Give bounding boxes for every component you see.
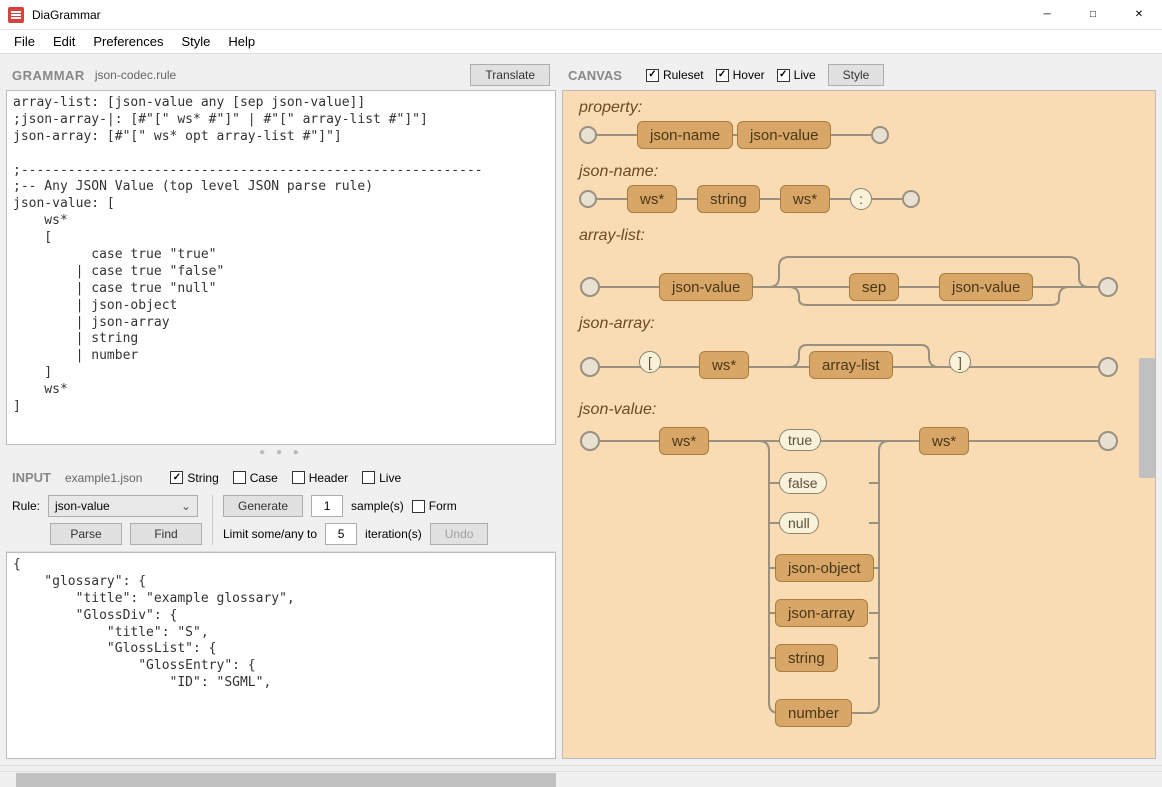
canvas-vscroll[interactable] (1139, 358, 1155, 478)
input-filename: example1.json (65, 471, 142, 485)
rule-array-list: array-list: json-value sep json-va (579, 227, 1139, 307)
rule-label: Rule: (12, 499, 40, 513)
string-checkbox[interactable]: String (170, 471, 218, 485)
canvas-area[interactable]: property: json-name json-value json-name… (562, 90, 1156, 759)
node-ws[interactable]: ws* (919, 427, 969, 455)
rule-property: property: json-name json-value (579, 99, 1139, 149)
maximize-button[interactable]: □ (1070, 0, 1116, 29)
terminal-null: null (779, 512, 819, 534)
menu-preferences[interactable]: Preferences (85, 32, 171, 51)
hover-checkbox[interactable]: Hover (716, 68, 765, 82)
start-endpoint (579, 126, 597, 144)
app-icon (8, 7, 24, 23)
samples-label: sample(s) (351, 499, 404, 513)
live-checkbox[interactable]: Live (362, 471, 401, 485)
node-sep[interactable]: sep (849, 273, 899, 301)
rule-json-value: json-value: (579, 401, 1139, 733)
menu-style[interactable]: Style (173, 32, 218, 51)
rule-json-array: json-array: [ ws* array-list ] (579, 315, 1139, 387)
terminal-true: true (779, 429, 821, 451)
input-label: INPUT (12, 470, 51, 485)
ruleset-checkbox[interactable]: Ruleset (646, 68, 704, 82)
generate-button[interactable]: Generate (223, 495, 303, 517)
header-checkbox[interactable]: Header (292, 471, 348, 485)
limit-input[interactable]: 5 (325, 523, 357, 545)
case-checkbox[interactable]: Case (233, 471, 278, 485)
node-string[interactable]: string (775, 644, 838, 672)
node-ws[interactable]: ws* (659, 427, 709, 455)
translate-button[interactable]: Translate (470, 64, 550, 86)
canvas-label: CANVAS (568, 68, 622, 83)
rule-json-name: json-name: ws* string ws* : (579, 163, 1139, 213)
node-json-array[interactable]: json-array (775, 599, 868, 627)
rule-select[interactable]: json-value (48, 495, 198, 517)
form-checkbox[interactable]: Form (412, 499, 457, 513)
undo-button[interactable]: Undo (430, 523, 489, 545)
style-button[interactable]: Style (828, 64, 885, 86)
node-number[interactable]: number (775, 699, 852, 727)
node-ws[interactable]: ws* (780, 185, 830, 213)
iter-label: iteration(s) (365, 527, 422, 541)
terminal-open: [ (639, 351, 661, 373)
terminal-close: ] (949, 351, 971, 373)
canvas-live-checkbox[interactable]: Live (777, 68, 816, 82)
grammar-filename: json-codec.rule (95, 68, 176, 82)
grammar-editor[interactable]: array-list: [json-value any [sep json-va… (6, 90, 556, 445)
node-array-list[interactable]: array-list (809, 351, 893, 379)
node-json-value[interactable]: json-value (737, 121, 831, 149)
window-title: DiaGrammar (32, 8, 1024, 22)
grammar-label: GRAMMAR (12, 68, 85, 83)
node-json-name[interactable]: json-name (637, 121, 733, 149)
menubar: File Edit Preferences Style Help (0, 30, 1162, 54)
titlebar: DiaGrammar ─ □ ✕ (0, 0, 1162, 30)
samples-input[interactable]: 1 (311, 495, 343, 517)
node-json-value[interactable]: json-value (659, 273, 753, 301)
node-ws[interactable]: ws* (627, 185, 677, 213)
input-editor[interactable]: { "glossary": { "title": "example glossa… (6, 552, 556, 759)
node-json-object[interactable]: json-object (775, 554, 874, 582)
limit-label: Limit some/any to (223, 527, 317, 541)
menu-edit[interactable]: Edit (45, 32, 83, 51)
end-endpoint (871, 126, 889, 144)
minimize-button[interactable]: ─ (1024, 0, 1070, 29)
input-panel: INPUT example1.json String Case Header L… (6, 466, 556, 759)
menu-file[interactable]: File (6, 32, 43, 51)
node-string[interactable]: string (697, 185, 760, 213)
find-button[interactable]: Find (130, 523, 202, 545)
terminal-colon: : (850, 188, 872, 210)
terminal-false: false (779, 472, 827, 494)
grammar-panel: GRAMMAR json-codec.rule Translate array-… (6, 60, 556, 460)
panel-divider[interactable]: ● ● ● (6, 445, 556, 460)
menu-help[interactable]: Help (220, 32, 263, 51)
parse-button[interactable]: Parse (50, 523, 122, 545)
node-json-value[interactable]: json-value (939, 273, 1033, 301)
node-ws[interactable]: ws* (699, 351, 749, 379)
close-button[interactable]: ✕ (1116, 0, 1162, 29)
